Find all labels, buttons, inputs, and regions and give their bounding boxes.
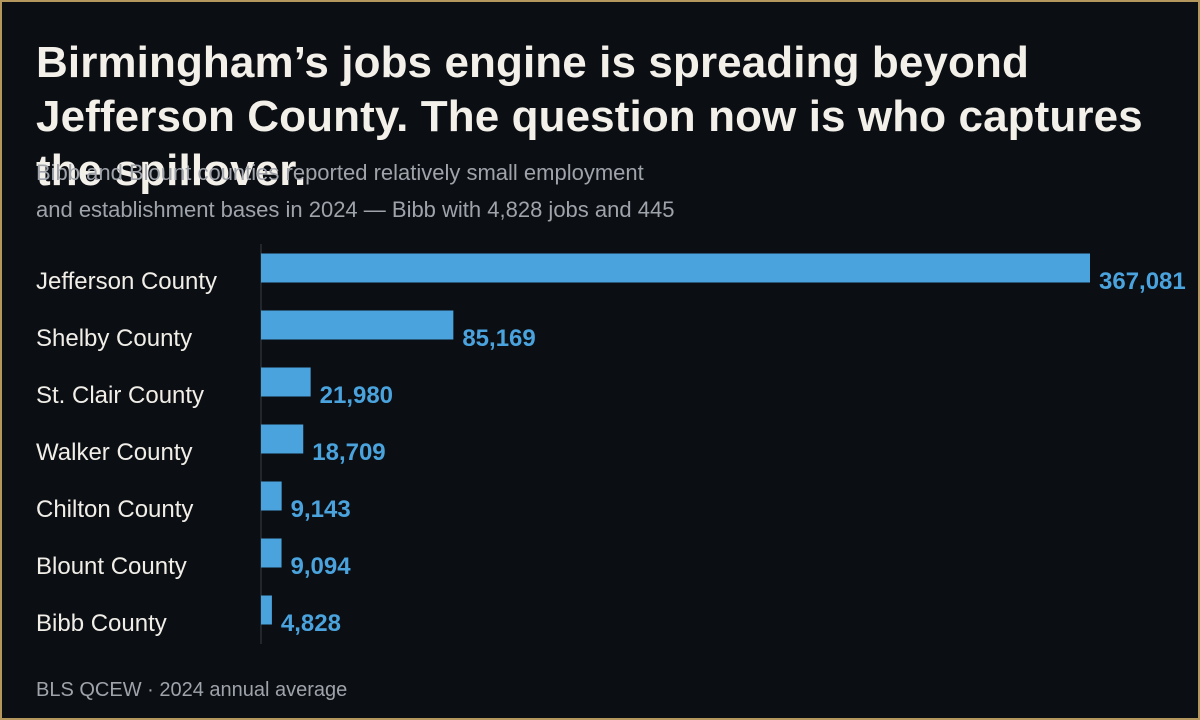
chart-subtitle: Bibb and Blount counties reported relati… (36, 154, 736, 228)
category-label: Walker County (36, 439, 193, 466)
bar (261, 367, 311, 397)
value-label: 9,094 (291, 553, 352, 580)
value-label: 18,709 (312, 439, 385, 466)
category-label: Jefferson County (36, 268, 217, 295)
chart-title: Birmingham’s jobs engine is spreading be… (36, 38, 1143, 195)
source-note: BLS QCEW · 2024 annual average (36, 679, 348, 701)
bar (261, 481, 282, 511)
category-label: Shelby County (36, 325, 192, 352)
value-label: 367,081 (1099, 268, 1186, 295)
category-label: Bibb County (36, 610, 167, 637)
bar (261, 253, 1090, 283)
bar (261, 310, 454, 340)
bar (261, 424, 304, 454)
chart-rows: Jefferson County 367,081 Shelby County 85,1… (36, 253, 1186, 637)
bar (261, 538, 282, 568)
bar (261, 595, 272, 625)
value-label: 85,169 (462, 325, 535, 352)
value-label: 21,980 (320, 382, 393, 409)
category-label: St. Clair County (36, 382, 204, 409)
subtitle-line-2: and establishment bases in 2024 — Bibb w… (36, 197, 675, 222)
category-label: Blount County (36, 553, 187, 580)
subtitle-line-1: Bibb and Blount counties reported relati… (36, 160, 644, 185)
category-label: Chilton County (36, 496, 193, 523)
value-label: 4,828 (281, 610, 341, 637)
value-label: 9,143 (291, 496, 351, 523)
